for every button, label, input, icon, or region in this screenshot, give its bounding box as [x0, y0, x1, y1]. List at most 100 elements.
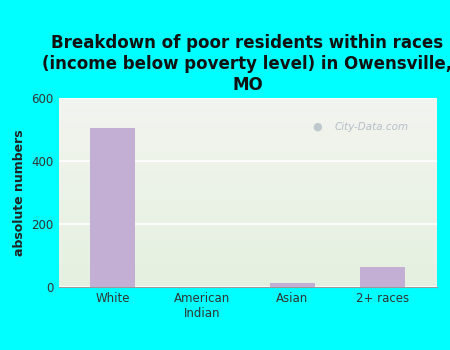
Y-axis label: absolute numbers: absolute numbers: [13, 129, 26, 256]
Bar: [58, 176, 436, 177]
Bar: [58, 239, 436, 240]
Bar: [58, 258, 436, 259]
Bar: [58, 272, 436, 273]
Bar: [58, 204, 436, 205]
Bar: [58, 274, 436, 276]
Bar: [58, 100, 436, 102]
Bar: [58, 113, 436, 114]
Bar: [58, 146, 436, 147]
Bar: [58, 141, 436, 142]
Bar: [58, 222, 436, 223]
Bar: [58, 193, 436, 194]
Bar: [58, 170, 436, 171]
Bar: [58, 268, 436, 270]
Bar: [58, 126, 436, 127]
Bar: [58, 237, 436, 238]
Bar: [58, 134, 436, 136]
Bar: [58, 223, 436, 224]
Bar: [58, 229, 436, 230]
Bar: [90, 128, 135, 287]
Bar: [58, 175, 436, 176]
Bar: [58, 174, 436, 175]
Bar: [58, 130, 436, 131]
Bar: [58, 123, 436, 125]
Bar: [58, 151, 436, 152]
Bar: [58, 178, 436, 180]
Bar: [58, 152, 436, 153]
Bar: [58, 98, 436, 99]
Bar: [58, 271, 436, 272]
Text: City-Data.com: City-Data.com: [334, 122, 409, 132]
Bar: [58, 161, 436, 162]
Bar: [58, 259, 436, 260]
Bar: [58, 116, 436, 117]
Bar: [58, 283, 436, 285]
Bar: [58, 276, 436, 277]
Bar: [58, 285, 436, 286]
Bar: [58, 216, 436, 218]
Bar: [58, 253, 436, 254]
Bar: [58, 108, 436, 109]
Bar: [58, 248, 436, 249]
Bar: [58, 133, 436, 134]
Bar: [58, 247, 436, 248]
Bar: [58, 117, 436, 118]
Bar: [58, 172, 436, 174]
Bar: [58, 181, 436, 182]
Bar: [58, 114, 436, 116]
Bar: [58, 205, 436, 206]
Bar: [58, 121, 436, 122]
Bar: [360, 267, 405, 287]
Bar: [58, 188, 436, 189]
Bar: [58, 224, 436, 225]
Bar: [58, 210, 436, 211]
Bar: [58, 270, 436, 271]
Bar: [58, 211, 436, 213]
Bar: [58, 252, 436, 253]
Bar: [58, 218, 436, 219]
Bar: [58, 241, 436, 243]
Bar: [58, 225, 436, 226]
Bar: [58, 112, 436, 113]
Bar: [58, 214, 436, 215]
Bar: [58, 186, 436, 188]
Bar: [58, 264, 436, 266]
Bar: [58, 103, 436, 104]
Bar: [58, 171, 436, 172]
Bar: [58, 230, 436, 232]
Bar: [58, 257, 436, 258]
Bar: [58, 220, 436, 222]
Bar: [58, 122, 436, 123]
Bar: [58, 251, 436, 252]
Bar: [58, 137, 436, 138]
Bar: [58, 153, 436, 155]
Bar: [58, 118, 436, 119]
Bar: [58, 150, 436, 151]
Bar: [58, 169, 436, 170]
Bar: [58, 157, 436, 159]
Bar: [58, 189, 436, 190]
Bar: [58, 203, 436, 204]
Bar: [58, 260, 436, 262]
Text: ●: ●: [313, 122, 322, 132]
Bar: [58, 182, 436, 184]
Bar: [58, 104, 436, 106]
Bar: [58, 107, 436, 108]
Bar: [58, 125, 436, 126]
Bar: [58, 132, 436, 133]
Bar: [58, 208, 436, 209]
Bar: [58, 102, 436, 103]
Bar: [58, 190, 436, 191]
Bar: [58, 127, 436, 128]
Bar: [58, 166, 436, 167]
Bar: [58, 142, 436, 144]
Bar: [58, 128, 436, 130]
Bar: [58, 267, 436, 268]
Bar: [58, 263, 436, 264]
Bar: [58, 180, 436, 181]
Bar: [58, 136, 436, 137]
Bar: [58, 232, 436, 233]
Bar: [58, 144, 436, 145]
Bar: [58, 201, 436, 203]
Bar: [58, 266, 436, 267]
